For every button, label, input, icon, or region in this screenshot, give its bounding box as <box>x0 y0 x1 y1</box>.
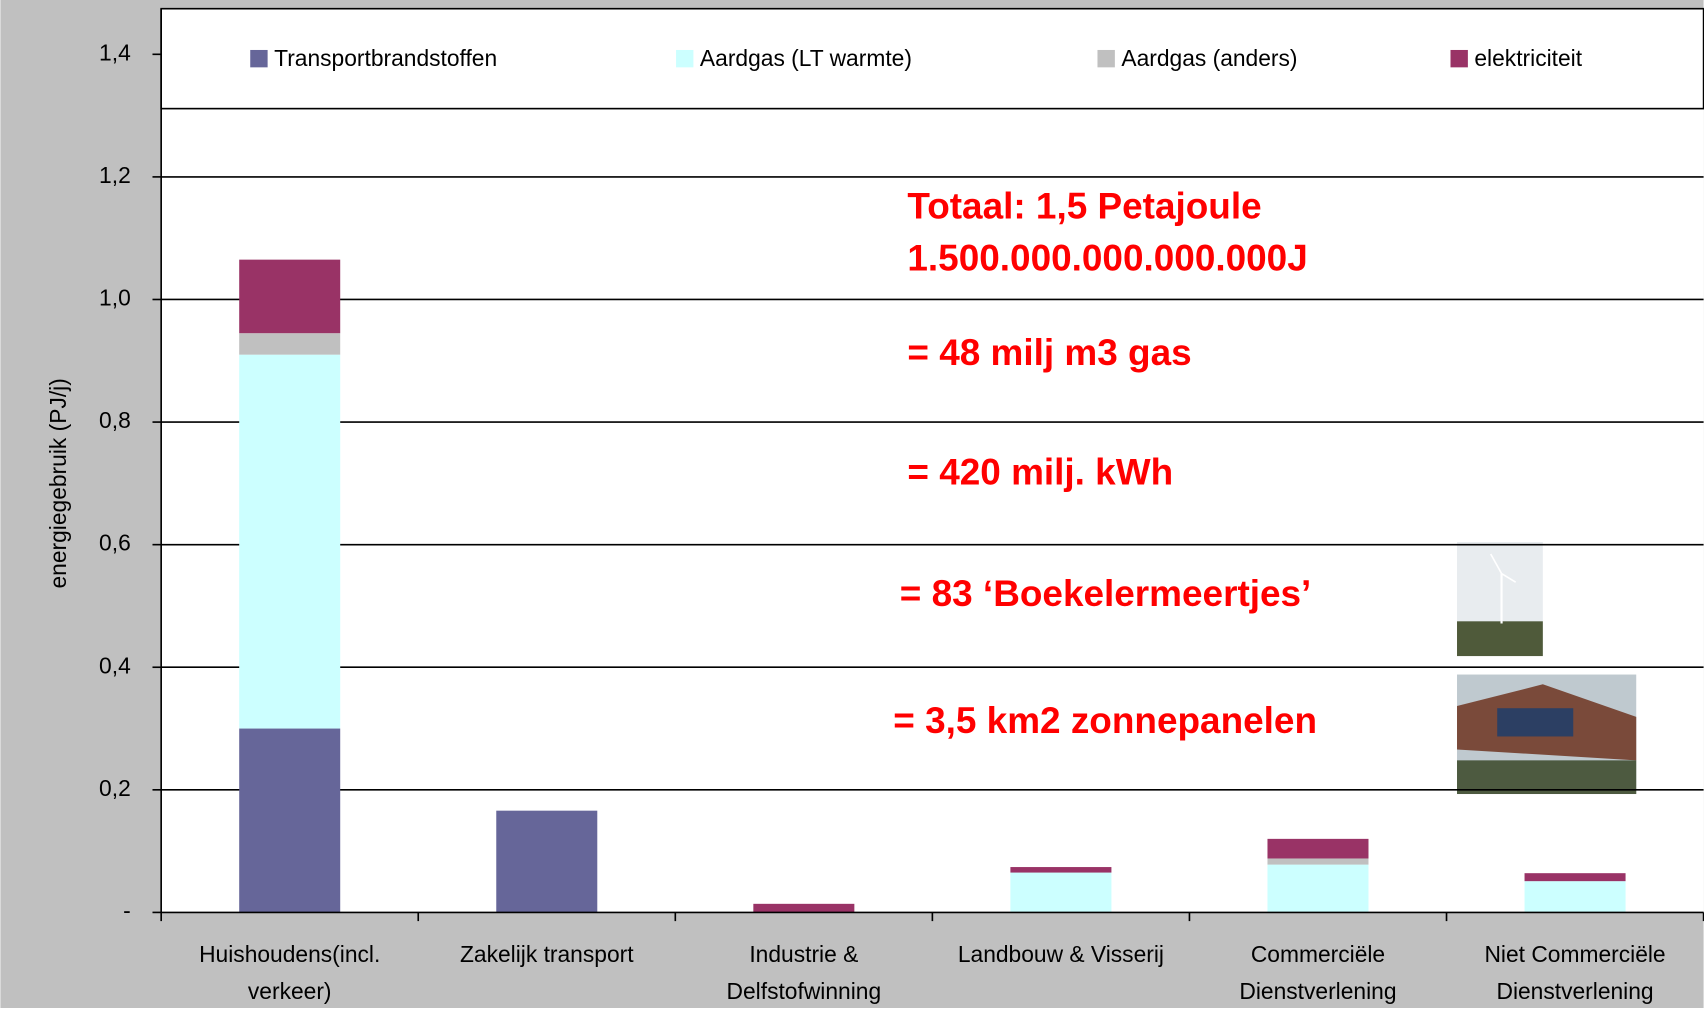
annotation: = 3,5 km2 zonnepanelen <box>893 700 1317 741</box>
legend-label: Aardgas (LT warmte) <box>700 45 912 71</box>
x-tick-label: Industrie & <box>749 941 858 967</box>
bar-segment <box>1267 858 1369 865</box>
bar-segment <box>1010 872 1112 913</box>
annotation: 1.500.000.000.000.000J <box>907 237 1307 278</box>
legend-swatch <box>1450 49 1468 68</box>
x-tick-label: Niet Commerciële <box>1484 941 1665 967</box>
annotation: = 420 milj. kWh <box>907 451 1173 492</box>
legend-label: Transportbrandstoffen <box>274 45 497 71</box>
legend-swatch <box>1097 49 1115 68</box>
photo-windmill <box>1457 542 1543 657</box>
bar-segment <box>239 333 341 355</box>
y-tick-label: 0,2 <box>99 775 131 801</box>
legend-swatch <box>676 49 694 68</box>
bar-segment <box>239 259 341 334</box>
y-tick-label: 0,8 <box>99 407 131 433</box>
bar-segment <box>1524 873 1626 882</box>
x-tick-label: Dienstverlening <box>1239 978 1396 1004</box>
bar-segment <box>1267 864 1369 913</box>
legend-label: elektriciteit <box>1474 45 1582 71</box>
y-tick-label: - <box>123 897 131 923</box>
annotation: = 83 ‘Boekelermeertjes’ <box>900 573 1312 614</box>
x-tick-label: Dienstverlening <box>1496 978 1653 1004</box>
legend-swatch <box>250 49 268 68</box>
bar-segment <box>496 810 598 913</box>
y-tick-label: 0,6 <box>99 530 131 556</box>
bar-segment <box>1267 838 1369 859</box>
y-axis-label: energiegebruik (PJ/j) <box>45 378 71 588</box>
plot-area <box>161 8 1704 913</box>
bar-segment <box>753 903 855 913</box>
bar-segment <box>239 354 341 729</box>
x-tick-label: Zakelijk transport <box>460 941 634 967</box>
bar-segment <box>1010 867 1112 873</box>
legend-box <box>160 7 1704 110</box>
x-tick-label: Huishoudens(incl. <box>199 941 380 967</box>
y-tick-label: 0,4 <box>99 652 131 678</box>
x-tick-label: Landbouw & Visserij <box>958 941 1164 967</box>
y-tick-label: 1,4 <box>99 39 131 65</box>
bar-segment <box>1524 881 1626 913</box>
annotation: = 48 milj m3 gas <box>907 332 1191 373</box>
x-tick-label: Commerciële <box>1251 941 1385 967</box>
x-tick-label: Delfstofwinning <box>727 978 882 1004</box>
y-tick-label: 1,2 <box>99 162 131 188</box>
bar-segment <box>239 728 341 913</box>
photo-solar-roof <box>1457 674 1637 795</box>
annotation: Totaal: 1,5 Petajoule <box>907 185 1261 226</box>
legend-label: Aardgas (anders) <box>1121 45 1297 71</box>
y-tick-label: 1,0 <box>99 285 131 311</box>
x-tick-label: verkeer) <box>248 978 332 1004</box>
